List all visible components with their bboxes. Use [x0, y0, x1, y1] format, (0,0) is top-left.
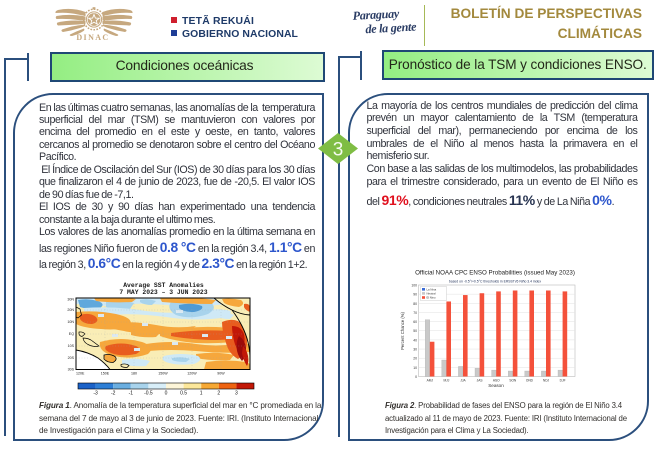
svg-text:150E: 150E: [101, 371, 110, 375]
svg-text:Official NOAA CPC ENSO Probabi: Official NOAA CPC ENSO Probabilities (is…: [415, 270, 575, 277]
svg-text:based on -0.5°/+0.5°C threshol: based on -0.5°/+0.5°C thresholds in ERSS…: [449, 280, 541, 284]
svg-text:20N: 20N: [67, 308, 74, 312]
svg-text:OND: OND: [526, 379, 534, 383]
svg-text:Season: Season: [488, 383, 504, 388]
svg-text:120W: 120W: [187, 371, 197, 375]
svg-text:20: 20: [413, 357, 417, 361]
svg-text:100: 100: [411, 284, 417, 288]
svg-text:90W: 90W: [217, 371, 225, 375]
svg-text:20S: 20S: [68, 356, 75, 360]
svg-text:1: 1: [200, 390, 203, 396]
svg-text:-3: -3: [93, 390, 98, 396]
svg-text:60: 60: [413, 320, 417, 324]
svg-text:150W: 150W: [158, 371, 168, 375]
svg-text:El Nino: El Nino: [427, 296, 436, 300]
svg-text:120E: 120E: [76, 371, 85, 375]
svg-text:180: 180: [131, 371, 137, 375]
svg-text:AMJ: AMJ: [427, 379, 434, 383]
svg-text:10S: 10S: [68, 344, 75, 348]
svg-text:JAS: JAS: [477, 379, 483, 383]
svg-text:3: 3: [235, 390, 238, 396]
svg-text:-0.5: -0.5: [144, 390, 153, 396]
svg-text:10N: 10N: [67, 320, 74, 324]
svg-text:30: 30: [413, 348, 417, 352]
svg-text:JJA: JJA: [460, 379, 466, 383]
svg-text:2: 2: [217, 390, 220, 396]
svg-text:NDJ: NDJ: [543, 379, 550, 383]
svg-text:DJF: DJF: [560, 379, 566, 383]
svg-text:80: 80: [413, 302, 417, 306]
svg-text:70: 70: [413, 311, 417, 315]
svg-text:3: 3: [332, 140, 343, 161]
svg-text:ASO: ASO: [493, 379, 500, 383]
svg-text:30N: 30N: [67, 297, 74, 301]
svg-text:EQ: EQ: [69, 332, 74, 336]
svg-text:40: 40: [413, 338, 417, 342]
svg-text:0.5: 0.5: [180, 390, 187, 396]
svg-text:50: 50: [413, 329, 417, 333]
svg-text:SON: SON: [509, 379, 517, 383]
svg-text:30S: 30S: [68, 367, 75, 371]
svg-text:Percent Chance (%): Percent Chance (%): [400, 312, 405, 350]
svg-text:-1: -1: [129, 390, 134, 396]
svg-text:0: 0: [415, 375, 417, 379]
svg-text:-2: -2: [111, 390, 116, 396]
svg-text:MJJ: MJJ: [443, 379, 449, 383]
svg-text:90: 90: [413, 293, 417, 297]
svg-text:La Nina: La Nina: [427, 287, 437, 291]
svg-text:0: 0: [165, 390, 168, 396]
svg-text:10: 10: [413, 366, 417, 370]
svg-text:DINAC: DINAC: [76, 33, 109, 42]
svg-text:Neutral: Neutral: [427, 291, 436, 295]
